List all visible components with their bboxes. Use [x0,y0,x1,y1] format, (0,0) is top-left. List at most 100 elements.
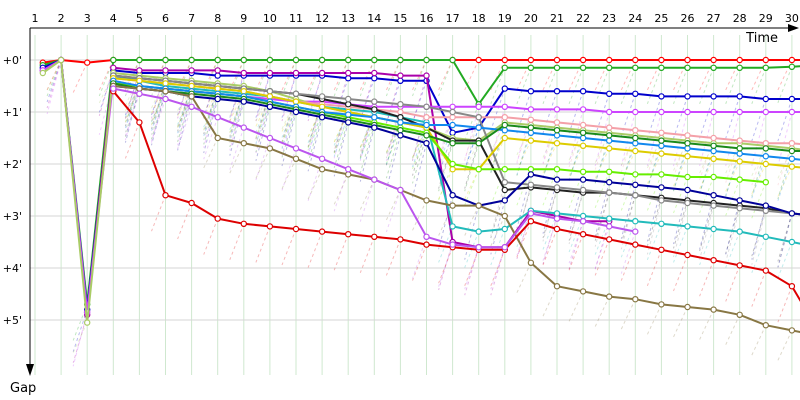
data-point [188,56,195,64]
data-point [762,108,770,116]
series-16 [110,82,800,334]
lap-diagonal [229,142,245,174]
lap-diagonal [255,72,271,122]
x-tick-label: 1 [32,12,39,25]
data-point [606,168,613,175]
data-point [606,56,613,64]
lap-diagonal [385,239,401,276]
data-point [397,126,404,134]
data-point [788,163,796,170]
data-point [214,134,221,142]
data-point [710,191,717,199]
lap-diagonal [699,228,715,266]
data-point [788,283,796,290]
data-point [136,67,143,74]
lap-diagonal [699,205,715,260]
lap-diagonal [673,200,688,249]
data-point [658,171,665,178]
data-point [57,56,65,64]
data-point [788,95,796,103]
lap-diagonal [255,104,271,153]
lap-diagonal [281,148,297,191]
data-point [449,121,456,129]
x-tick-label: 29 [759,12,773,25]
data-point [501,126,508,134]
data-point [162,80,169,87]
x-tick-label: 30 [785,12,799,25]
lap-diagonal [333,234,349,271]
lap-diagonal [620,174,636,211]
lap-diagonal [46,59,62,109]
data-point [188,93,195,100]
data-point [423,241,430,248]
lap-diagonal [229,98,245,148]
data-point [371,98,378,105]
data-point [475,165,482,173]
data-point [762,152,770,160]
series-line [113,85,800,216]
data-point [736,176,743,183]
data-point [736,56,743,64]
data-point [606,132,613,139]
lap-diagonal [124,122,140,159]
data-point [292,98,300,105]
data-point [345,56,352,64]
x-tick-label: 12 [315,12,329,25]
lap-diagonal [385,189,401,233]
data-point [318,165,326,173]
data-point [710,257,717,264]
data-point [710,56,717,64]
data-point [318,103,326,111]
data-point [397,72,404,79]
lap-diagonal [646,140,662,189]
lap-diagonal [568,132,584,181]
data-point [736,197,743,204]
series-line [113,74,800,245]
y-tick-label: +0' [3,54,22,67]
data-point [292,145,300,152]
data-point [527,56,535,64]
data-point [579,142,587,149]
data-point [475,202,482,209]
series-2 [39,56,800,308]
data-point [579,121,587,129]
data-point [684,64,691,72]
x-tick-label: 14 [367,12,381,25]
data-point [371,233,378,240]
lap-diagonal [673,143,688,192]
data-point [188,199,195,207]
data-point [579,288,587,295]
data-point [632,241,639,248]
data-point [579,87,587,95]
data-point [762,207,770,214]
data-point [397,113,404,121]
data-point [527,64,535,72]
data-point [110,85,117,92]
data-point [397,186,404,194]
lap-diagonal [594,221,610,270]
data-point [710,142,717,149]
data-point [553,64,561,72]
data-point [214,215,221,222]
lap-diagonal [385,75,401,124]
lap-diagonal [46,59,62,103]
data-point [501,134,508,142]
lap-diagonal [777,98,793,142]
lap-diagonal [490,67,506,104]
lap-diagonal [594,171,610,208]
lap-diagonal [699,260,715,297]
data-point [423,56,430,64]
data-point [606,145,613,152]
data-point [632,139,639,147]
data-point [736,64,743,72]
lap-diagonal [229,72,245,122]
data-point [736,204,743,212]
data-point [423,139,430,147]
data-point [501,178,508,186]
data-point [632,228,639,235]
data-point [527,106,535,113]
data-point [162,87,169,95]
series-line [112,90,800,302]
data-point [449,223,456,230]
lap-diagonal [359,78,375,121]
